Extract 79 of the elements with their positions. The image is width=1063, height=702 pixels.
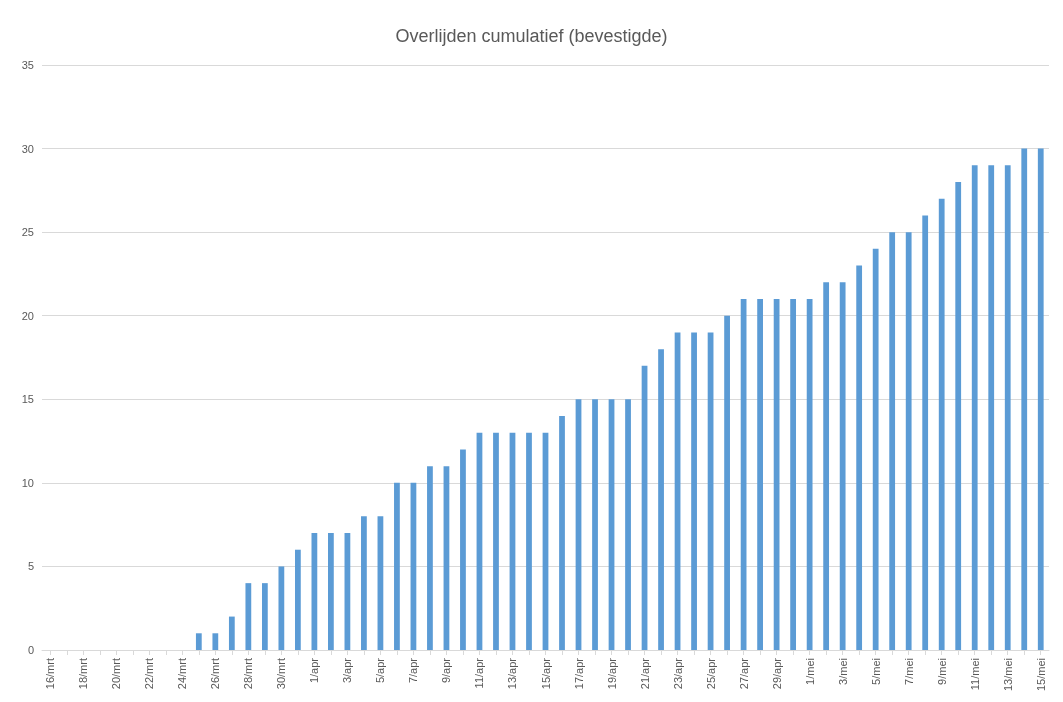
bar [592, 399, 598, 650]
x-tick-label: 3/mei [836, 658, 849, 685]
bar [658, 349, 664, 650]
bar [278, 566, 285, 650]
x-tick-label: 29/apr [770, 657, 783, 690]
x-tick-label: 7/mei [902, 658, 915, 685]
x-tick-label: 18/mrt [77, 658, 90, 690]
x-tick-label: 17/apr [572, 657, 585, 690]
x-tick-label: 9/apr [440, 657, 453, 684]
bar [988, 165, 995, 650]
x-tick-label: 9/mei [935, 658, 948, 685]
x-tick-label: 30/mrt [275, 658, 288, 690]
bar [559, 416, 565, 650]
bar [938, 198, 945, 650]
x-tick-label: 5/apr [374, 657, 387, 684]
x-tick-label: 23/apr [671, 657, 684, 690]
bar [427, 466, 433, 650]
x-tick-label: 13/apr [506, 657, 519, 690]
bar [526, 432, 532, 650]
y-tick-label: 30 [21, 142, 34, 155]
y-tick-label: 15 [21, 393, 34, 406]
x-tick-label: 28/mrt [242, 658, 255, 690]
y-tick-label: 10 [21, 476, 34, 489]
bar [971, 165, 978, 650]
x-tick-label: 26/mrt [209, 658, 222, 690]
x-tick-label: 19/apr [605, 657, 618, 690]
bar [212, 633, 219, 650]
bar [806, 299, 813, 650]
x-tick-label: 1/mei [803, 658, 816, 685]
bar [493, 432, 499, 650]
x-tick-label: 5/mei [869, 658, 882, 685]
x-tick-label: 25/apr [704, 657, 717, 690]
bar [872, 248, 879, 650]
y-tick-label: 0 [27, 644, 34, 656]
x-tick-label: 22/mrt [143, 658, 156, 690]
bar [228, 616, 235, 650]
bar [1021, 148, 1028, 650]
x-tick-label: 21/apr [638, 657, 651, 690]
x-tick-label: 13/mei [1001, 658, 1014, 692]
bar [823, 282, 830, 650]
bar [361, 516, 367, 650]
bar [839, 282, 846, 650]
x-tick-label: 27/apr [737, 657, 750, 690]
bar [905, 232, 912, 650]
chart-title: Overlijden cumulatief (bevestigde) [395, 26, 668, 46]
bar [856, 265, 863, 650]
bar [889, 232, 896, 650]
bar [757, 299, 763, 650]
x-tick-label: 3/apr [341, 657, 354, 684]
bar [195, 633, 202, 650]
bar [394, 482, 400, 650]
y-tick-label: 35 [21, 59, 34, 71]
x-tick-label: 11/apr [473, 657, 486, 689]
bar [311, 533, 318, 650]
bar [261, 583, 268, 650]
bar [955, 182, 962, 650]
x-tick-label: 16/mrt [44, 658, 57, 690]
x-tick-label: 15/apr [539, 657, 552, 690]
bar [1037, 148, 1044, 650]
bar [1004, 165, 1011, 650]
bar [294, 549, 301, 650]
bar [773, 299, 780, 650]
bar [790, 299, 797, 650]
y-tick-label: 25 [21, 226, 34, 239]
x-tick-label: 1/apr [308, 657, 321, 684]
x-tick-label: 11/mei [968, 658, 981, 691]
y-tick-label: 5 [27, 560, 34, 573]
bar [922, 215, 929, 650]
y-tick-label: 20 [21, 309, 34, 322]
bar [328, 533, 334, 650]
x-tick-label: 24/mrt [176, 658, 189, 690]
bar [625, 399, 631, 650]
x-tick-label: 20/mrt [110, 658, 123, 690]
bar [691, 332, 697, 650]
x-tick-label: 15/mei [1034, 658, 1047, 692]
bar [245, 583, 252, 650]
x-tick-label: 7/apr [407, 657, 420, 684]
bar [460, 449, 466, 650]
bar [724, 315, 730, 650]
